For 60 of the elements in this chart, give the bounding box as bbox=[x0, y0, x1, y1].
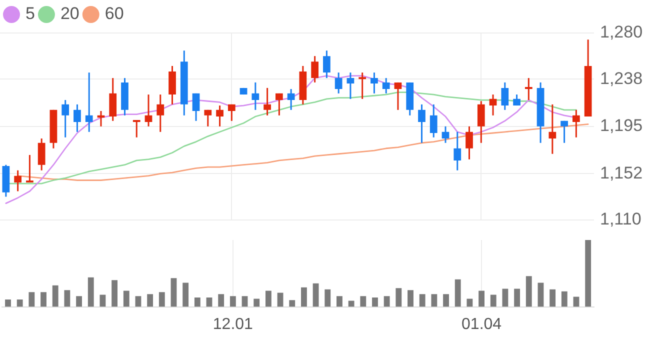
bar bbox=[490, 294, 496, 307]
bar bbox=[336, 296, 342, 307]
bar bbox=[431, 294, 438, 307]
bar bbox=[218, 294, 224, 307]
x-tick-label: 12.01 bbox=[212, 316, 254, 333]
bar bbox=[242, 296, 248, 307]
bar bbox=[419, 294, 426, 307]
bar bbox=[502, 288, 508, 307]
candlestick bbox=[240, 87, 248, 96]
bar bbox=[550, 289, 556, 307]
y-tick-label: 1,280 bbox=[600, 22, 643, 42]
candlestick bbox=[132, 120, 140, 138]
bar bbox=[76, 296, 82, 307]
bar bbox=[372, 297, 378, 307]
bar bbox=[443, 294, 449, 307]
bar bbox=[312, 283, 319, 307]
bar bbox=[230, 296, 236, 307]
legend-label: 60 bbox=[104, 4, 124, 24]
y-tick-label: 1,195 bbox=[600, 116, 643, 136]
bar bbox=[123, 290, 130, 307]
bar bbox=[324, 289, 331, 307]
bar bbox=[466, 298, 473, 307]
bar bbox=[182, 282, 189, 307]
bar bbox=[538, 282, 544, 307]
bar bbox=[194, 297, 200, 307]
x-tick-label: 01.04 bbox=[462, 316, 502, 333]
y-tick-label: 1,238 bbox=[600, 68, 643, 88]
bar bbox=[5, 299, 11, 307]
bar bbox=[408, 290, 414, 307]
bar bbox=[396, 288, 402, 307]
bar bbox=[360, 296, 366, 307]
bar bbox=[289, 300, 296, 307]
bar bbox=[348, 300, 354, 307]
bar bbox=[301, 287, 307, 307]
bar bbox=[40, 292, 46, 307]
bar bbox=[514, 288, 520, 307]
bar bbox=[147, 294, 154, 307]
bar bbox=[254, 298, 260, 307]
bar bbox=[478, 290, 484, 307]
bar bbox=[28, 292, 35, 307]
bar bbox=[64, 290, 70, 307]
bar bbox=[52, 285, 58, 307]
bar bbox=[206, 297, 212, 307]
bar bbox=[16, 299, 23, 307]
bar bbox=[158, 292, 165, 307]
legend-label: 5 bbox=[26, 4, 35, 24]
bar bbox=[135, 296, 142, 307]
y-tick-label: 1,152 bbox=[600, 163, 643, 182]
bar bbox=[561, 291, 568, 307]
bar bbox=[265, 290, 272, 307]
y-tick-label: 1,110 bbox=[600, 209, 642, 228]
legend-label: 20 bbox=[60, 4, 80, 24]
bar bbox=[454, 279, 461, 307]
bar bbox=[585, 240, 592, 307]
bar bbox=[170, 278, 177, 307]
bar bbox=[112, 280, 118, 307]
bar bbox=[526, 276, 532, 307]
bar bbox=[88, 277, 94, 307]
bar bbox=[100, 294, 106, 307]
bar bbox=[384, 296, 390, 307]
